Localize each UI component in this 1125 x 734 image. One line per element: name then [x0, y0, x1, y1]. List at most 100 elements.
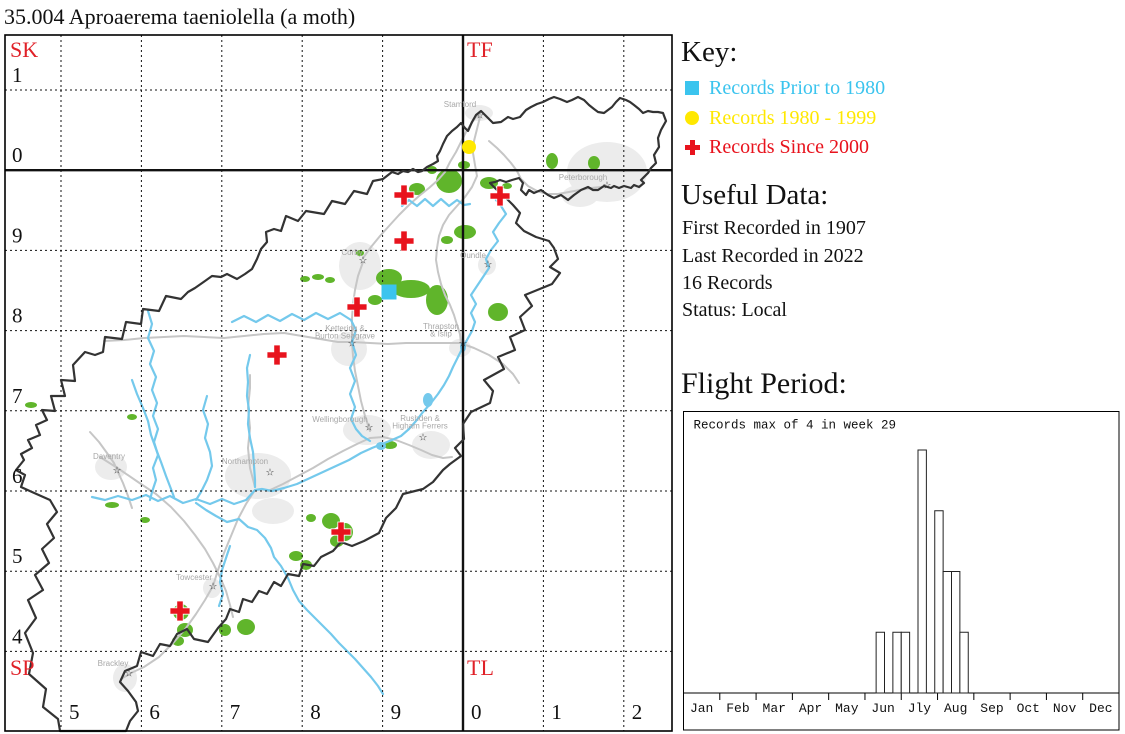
northing-label: 5 — [12, 544, 23, 568]
town-star-icon: ☆ — [419, 433, 428, 444]
record-count-line: 16 Records — [682, 272, 773, 294]
flight-week-bar — [900, 631, 911, 694]
woodland-patch — [488, 303, 508, 321]
record-marker-square-prior-1980 — [381, 284, 397, 300]
northing-label: 4 — [12, 624, 23, 648]
month-label: Apr — [799, 701, 822, 716]
woodland-patch — [312, 274, 324, 280]
month-label: Jun — [871, 701, 894, 716]
flight-period-chart: Records max of 4 in week 29 Jan Feb Mar Apr M… — [683, 411, 1120, 731]
since-2000-cross-icon — [685, 140, 700, 155]
northing-label: 7 — [12, 384, 23, 408]
town-star-icon: ☆ — [113, 466, 122, 477]
key-title: Key: — [681, 36, 738, 68]
woodland-patch — [546, 153, 558, 169]
easting-label: 1 — [551, 700, 562, 724]
easting-label: 7 — [230, 700, 241, 724]
town-towcester: ☆Towcester — [176, 573, 218, 593]
northing-label: 1 — [12, 63, 23, 87]
flight-week-bar — [951, 571, 961, 694]
prior-1980-square-icon — [685, 81, 699, 95]
key-item-label: Records Prior to 1980 — [709, 76, 886, 99]
town-oundle: ☆Oundle — [460, 251, 492, 271]
woodland-patch — [502, 183, 512, 189]
month-label: Jly — [908, 701, 932, 716]
month-label: Sep — [980, 701, 1003, 716]
woodland-patch — [368, 295, 382, 305]
easting-label: 2 — [632, 700, 643, 724]
lake — [423, 393, 433, 407]
town-daventry: ☆ Daventry — [93, 452, 125, 477]
key-item-prior-1980: Records Prior to 1980 — [685, 76, 886, 99]
easting-label: 9 — [391, 700, 402, 724]
town-northampton: ☆ Northampton — [222, 457, 275, 479]
town-thrapston-islip: ☆Thrapston& Islip — [423, 322, 468, 350]
page-title: 35.004 Aproaerema taeniolella (a moth) — [4, 4, 356, 29]
record-marker-circle-1980-1999 — [462, 140, 476, 154]
record-marker-cross-since-2000 — [266, 344, 288, 366]
record-markers — [169, 140, 511, 622]
town-labels: ☆Stamford☆Peterborough☆Corby☆Oundle☆Kett… — [93, 100, 612, 680]
flight-week-bar — [942, 571, 952, 694]
flight-week-bar — [917, 449, 927, 694]
rivers — [90, 197, 508, 696]
town-name: Towcester — [176, 573, 212, 582]
county-boundary — [14, 95, 668, 733]
town-star-icon: ☆ — [476, 111, 485, 122]
record-marker-cross-since-2000 — [346, 296, 368, 318]
woodland-patch — [436, 169, 462, 193]
flight-week-bar — [892, 631, 902, 694]
town-star-icon: ☆ — [365, 423, 374, 434]
town-wellingborough: ☆Wellingborough — [312, 415, 373, 434]
town-star-icon: ☆ — [484, 260, 493, 271]
town-star-icon: ☆ — [125, 669, 134, 680]
woodland-patch — [300, 276, 310, 282]
town-name: Wellingborough — [312, 415, 367, 424]
woodland-patch — [426, 285, 448, 315]
record-marker-cross-since-2000 — [169, 600, 191, 622]
last-recorded-line: Last Recorded in 2022 — [682, 245, 864, 267]
record-marker-cross-since-2000 — [489, 185, 511, 207]
key-item-since-2000: Records Since 2000 — [685, 135, 869, 158]
flight-week-bar — [875, 631, 885, 694]
lake — [376, 442, 386, 450]
grid-100km-letter: TF — [467, 37, 493, 62]
woodland-patch — [322, 513, 340, 529]
town-name: Oundle — [460, 251, 486, 260]
town-star-icon: ☆ — [266, 468, 275, 479]
town-name: Kettering & — [325, 324, 365, 333]
town-star-icon: ☆ — [209, 582, 218, 593]
woodland-patch — [237, 619, 255, 635]
town-name: Daventry — [93, 452, 125, 461]
woodland-patch — [454, 225, 476, 239]
woodland-patch — [376, 269, 402, 287]
key-item-label: Records Since 2000 — [709, 135, 869, 158]
key-item-1980-1999: Records 1980 - 1999 — [685, 107, 876, 129]
town-name: Stamford — [444, 100, 476, 109]
woodland-patch — [588, 156, 600, 170]
town-kettering-burton-seagrave: ☆ Kettering &Burton Seagrave — [315, 324, 376, 350]
woodland-patch — [105, 502, 119, 508]
town-name: Thrapston — [423, 322, 459, 331]
town-name: Northampton — [222, 457, 268, 466]
town-name: Corby — [341, 248, 362, 257]
easting-label: 5 — [69, 700, 80, 724]
grid-100km-letter: TL — [467, 655, 494, 680]
record-marker-cross-since-2000 — [393, 184, 415, 206]
town-name: Burton Seagrave — [315, 332, 376, 341]
woodland-patch — [127, 414, 137, 420]
flight-week-bar — [959, 631, 969, 694]
flight-week-bar — [934, 510, 944, 694]
urban-areas — [95, 105, 647, 692]
status-line: Status: Local — [682, 299, 787, 321]
woodland-patch — [25, 402, 37, 408]
woodland-patch — [325, 277, 335, 283]
woodland-patch — [392, 280, 430, 298]
month-label: Mar — [763, 701, 786, 716]
grid-100km-letter: SK — [10, 37, 38, 62]
town-name: Peterborough — [559, 173, 607, 182]
town-name: & Islip — [430, 330, 452, 339]
grid-lines — [5, 35, 672, 731]
